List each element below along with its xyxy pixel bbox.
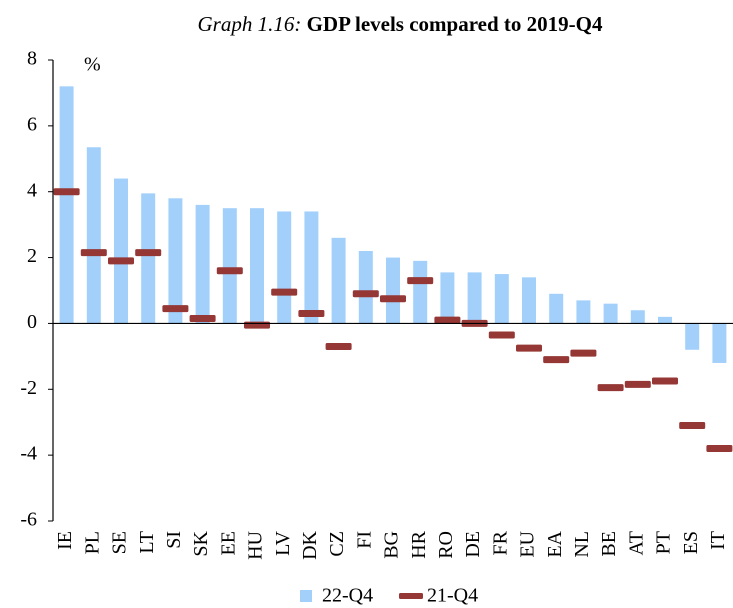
bar	[386, 257, 400, 324]
x-tick-label: IT	[707, 531, 729, 550]
bar	[168, 198, 183, 324]
bar	[114, 178, 128, 324]
marker	[216, 267, 243, 275]
marker	[352, 290, 379, 298]
marker	[434, 316, 461, 324]
bar	[549, 293, 564, 324]
bar	[658, 316, 672, 324]
marker	[135, 249, 162, 257]
bar	[277, 211, 292, 324]
bar	[86, 147, 101, 324]
x-tick-label: CZ	[326, 531, 348, 557]
x-tick-label: IE	[54, 531, 76, 550]
marker	[516, 344, 542, 352]
legend-label: 21-Q4	[427, 585, 478, 607]
x-tick-label: DK	[299, 530, 321, 559]
bar	[222, 208, 237, 324]
x-tick-label: BG	[381, 531, 403, 559]
bar	[494, 274, 509, 324]
unit-label: %	[84, 54, 101, 76]
marker	[271, 288, 298, 296]
bar	[331, 237, 346, 324]
marker	[679, 422, 706, 430]
x-tick-label: PT	[653, 531, 675, 554]
x-tick-label: EA	[544, 530, 566, 557]
y-tick-label: -2	[20, 377, 37, 399]
marker	[543, 356, 570, 364]
title-prefix: Graph 1.16:	[197, 12, 302, 36]
y-tick-label: 6	[27, 113, 37, 135]
bar	[440, 272, 455, 324]
bar	[59, 86, 74, 324]
y-tick-label: 8	[27, 48, 37, 70]
bar	[522, 277, 536, 324]
x-tick-label: FI	[353, 531, 375, 549]
marker	[380, 295, 406, 303]
marker	[624, 380, 651, 388]
bar	[712, 323, 727, 363]
x-tick-label: EU	[517, 530, 539, 557]
marker	[162, 305, 189, 313]
bar	[195, 204, 210, 324]
y-tick-label: 0	[27, 311, 37, 333]
y-tick-label: -4	[20, 443, 37, 465]
x-tick-label: HU	[245, 530, 267, 559]
y-tick-label: 4	[27, 179, 37, 201]
y-tick-label: 2	[27, 245, 37, 267]
x-tick-label: EE	[217, 531, 239, 555]
marker	[652, 377, 678, 385]
bar	[413, 260, 428, 324]
bar	[603, 303, 618, 324]
bar	[304, 211, 319, 324]
x-tick-label: RO	[435, 531, 457, 559]
legend-swatch	[399, 593, 423, 599]
bar	[685, 323, 700, 350]
marker	[325, 342, 352, 350]
x-tick-label: AT	[625, 531, 647, 555]
bar	[467, 272, 482, 324]
x-tick-label: SE	[109, 531, 131, 554]
x-tick-label: PL	[81, 531, 103, 554]
x-tick-label: HR	[408, 530, 430, 558]
bar	[630, 310, 645, 324]
marker	[108, 257, 134, 265]
marker	[80, 249, 107, 257]
x-tick-label: FR	[489, 530, 511, 555]
bar	[576, 300, 591, 324]
x-tick-label: DE	[462, 531, 484, 558]
x-tick-label: BE	[598, 531, 620, 557]
title-text: GDP levels compared to 2019-Q4	[306, 12, 603, 36]
x-tick-label: LT	[136, 531, 158, 554]
y-tick-label: -6	[20, 509, 37, 531]
marker	[298, 310, 325, 318]
marker	[706, 445, 733, 453]
x-tick-label: LV	[272, 530, 294, 555]
marker	[570, 349, 597, 357]
x-tick-label: NL	[571, 531, 593, 558]
marker	[488, 331, 515, 339]
x-tick-label: ES	[680, 531, 702, 554]
bar	[358, 250, 373, 324]
marker	[407, 277, 434, 285]
marker	[244, 321, 270, 329]
x-tick-label: SK	[190, 530, 212, 556]
marker	[597, 384, 624, 392]
chart-title: Graph 1.16: GDP levels compared to 2019-…	[190, 12, 610, 37]
marker	[53, 188, 80, 196]
x-tick-label: SI	[163, 531, 185, 549]
marker	[189, 314, 216, 322]
bar	[250, 208, 264, 324]
bar	[141, 193, 156, 324]
legend-label: 22-Q4	[322, 585, 373, 607]
legend-swatch	[300, 590, 312, 602]
